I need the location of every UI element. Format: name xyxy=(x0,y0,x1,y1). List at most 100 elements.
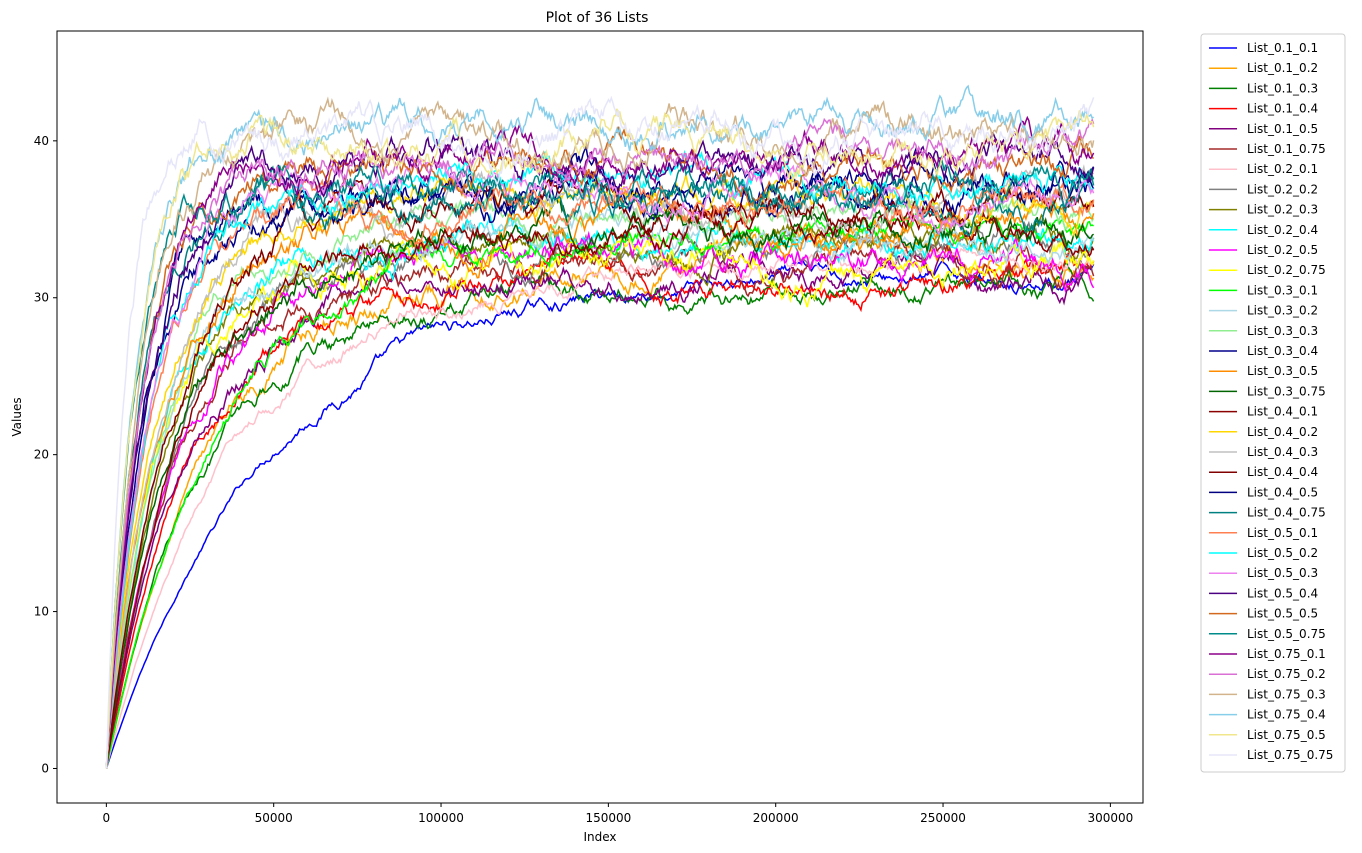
y-tick-label: 30 xyxy=(34,291,49,305)
legend-entry: List_0.4_0.75 xyxy=(1209,506,1326,520)
legend-entry: List_0.2_0.1 xyxy=(1209,162,1318,176)
legend-label: List_0.4_0.5 xyxy=(1247,485,1318,499)
legend-entry: List_0.4_0.2 xyxy=(1209,425,1318,439)
legend-frame xyxy=(1200,33,1346,773)
x-axis-ticks: 0 50000 100000 150000 200000 250000 300000 xyxy=(103,803,1133,825)
legend-entry: List_0.75_0.3 xyxy=(1209,687,1326,701)
series-line-List_0.5_0.75 xyxy=(105,155,1095,769)
series-line-List_0.2_0.1 xyxy=(105,242,1095,769)
series-line-List_0.5_0.3 xyxy=(105,156,1095,769)
y-axis-label: Values xyxy=(10,397,24,436)
legend-entry: List_0.2_0.75 xyxy=(1209,263,1326,277)
legend-entry: List_0.5_0.1 xyxy=(1209,526,1318,540)
series-line-List_0.4_0.75 xyxy=(105,165,1095,769)
legend-label: List_0.75_0.2 xyxy=(1247,667,1326,681)
x-tick-label: 250000 xyxy=(920,811,966,825)
legend-label: List_0.75_0.1 xyxy=(1247,647,1326,661)
x-tick-label: 100000 xyxy=(418,811,464,825)
legend-label: List_0.5_0.75 xyxy=(1247,627,1326,641)
y-tick-label: 40 xyxy=(34,134,49,148)
series-line-List_0.3_0.3 xyxy=(105,196,1095,769)
series-line-List_0.3_0.1 xyxy=(105,212,1094,769)
series-line-List_0.4_0.1 xyxy=(105,193,1095,769)
series-line-List_0.2_0.3 xyxy=(105,213,1095,769)
x-tick-label: 50000 xyxy=(255,811,293,825)
x-tick-label: 150000 xyxy=(585,811,631,825)
plot-area-frame xyxy=(56,30,1144,804)
series-line-List_0.75_0.3 xyxy=(105,96,1095,769)
series-lines xyxy=(105,84,1095,769)
legend-label: List_0.2_0.5 xyxy=(1247,243,1318,257)
legend-entry: List_0.5_0.75 xyxy=(1209,627,1326,641)
legend-entry: List_0.2_0.3 xyxy=(1209,203,1318,217)
legend-label: List_0.3_0.3 xyxy=(1247,324,1318,338)
series-line-List_0.1_0.75 xyxy=(105,238,1095,769)
series-line-List_0.5_0.1 xyxy=(105,176,1095,769)
series-line-List_0.75_0.5 xyxy=(105,108,1095,769)
legend-entry: List_0.3_0.4 xyxy=(1209,344,1318,358)
legend-label: List_0.2_0.2 xyxy=(1247,182,1318,196)
legend-entry: List_0.4_0.5 xyxy=(1209,485,1318,499)
legend-entry: List_0.75_0.4 xyxy=(1209,708,1326,722)
legend-entry: List_0.5_0.2 xyxy=(1209,546,1318,560)
legend-label: List_0.1_0.5 xyxy=(1247,122,1318,136)
y-axis-ticks: 0 10 20 30 40 xyxy=(34,134,57,775)
legend-label: List_0.3_0.75 xyxy=(1247,384,1326,398)
series-line-List_0.1_0.1 xyxy=(105,259,1095,769)
series-line-List_0.3_0.75 xyxy=(105,194,1095,769)
legend-entry: List_0.2_0.4 xyxy=(1209,223,1318,237)
legend-entry: List_0.75_0.75 xyxy=(1209,748,1333,762)
legend-entry: List_0.4_0.4 xyxy=(1209,465,1318,479)
y-tick-label: 10 xyxy=(34,605,49,619)
series-line-List_0.5_0.4 xyxy=(105,131,1095,769)
legend-label: List_0.3_0.4 xyxy=(1247,344,1318,358)
legend-label: List_0.3_0.1 xyxy=(1247,283,1318,297)
y-tick-label: 0 xyxy=(41,761,49,775)
legend-entry: List_0.5_0.4 xyxy=(1209,586,1318,600)
legend-label: List_0.1_0.75 xyxy=(1247,142,1326,156)
legend-label: List_0.4_0.3 xyxy=(1247,445,1318,459)
x-tick-label: 300000 xyxy=(1087,811,1133,825)
legend-entry: List_0.1_0.5 xyxy=(1209,122,1318,136)
series-line-List_0.3_0.2 xyxy=(105,207,1095,769)
legend-label: List_0.2_0.3 xyxy=(1247,203,1318,217)
legend-entry: List_0.4_0.1 xyxy=(1209,405,1318,419)
series-line-List_0.75_0.75 xyxy=(105,95,1095,769)
legend-label: List_0.5_0.4 xyxy=(1247,586,1318,600)
legend-label: List_0.5_0.1 xyxy=(1247,526,1318,540)
x-axis-label: Index xyxy=(583,830,616,844)
legend-label: List_0.1_0.4 xyxy=(1247,102,1318,116)
legend-entry: List_0.1_0.3 xyxy=(1209,81,1318,95)
legend-entry: List_0.75_0.1 xyxy=(1209,647,1326,661)
legend-label: List_0.1_0.1 xyxy=(1247,41,1318,55)
legend-label: List_0.5_0.5 xyxy=(1247,607,1318,621)
legend-label: List_0.4_0.2 xyxy=(1247,425,1318,439)
legend-entry: List_0.1_0.2 xyxy=(1209,61,1318,75)
legend-entry: List_0.2_0.2 xyxy=(1209,182,1318,196)
legend-entry: List_0.75_0.2 xyxy=(1209,667,1326,681)
legend-label: List_0.75_0.5 xyxy=(1247,728,1326,742)
legend-label: List_0.1_0.2 xyxy=(1247,61,1318,75)
series-line-List_0.1_0.3 xyxy=(105,261,1095,769)
legend-entry: List_0.3_0.1 xyxy=(1209,283,1318,297)
legend-entry: List_0.1_0.75 xyxy=(1209,142,1326,156)
legend-entry: List_0.5_0.5 xyxy=(1209,607,1318,621)
series-line-List_0.5_0.5 xyxy=(105,126,1095,769)
x-tick-label: 0 xyxy=(103,811,111,825)
series-line-List_0.1_0.4 xyxy=(105,248,1095,769)
legend-entry: List_0.3_0.3 xyxy=(1209,324,1318,338)
legend-label: List_0.75_0.75 xyxy=(1247,748,1333,762)
series-line-List_0.2_0.4 xyxy=(105,212,1095,769)
chart-title: Plot of 36 Lists xyxy=(546,10,649,26)
series-line-List_0.2_0.75 xyxy=(105,232,1095,769)
legend-label: List_0.3_0.5 xyxy=(1247,364,1318,378)
series-line-List_0.2_0.5 xyxy=(105,230,1095,769)
legend-entry: List_0.4_0.3 xyxy=(1209,445,1318,459)
legend-entry: List_0.3_0.5 xyxy=(1209,364,1318,378)
legend-entry: List_0.3_0.2 xyxy=(1209,304,1318,318)
legend-entry: List_0.3_0.75 xyxy=(1209,384,1326,398)
legend-label: List_0.2_0.4 xyxy=(1247,223,1318,237)
legend-entry: List_0.1_0.4 xyxy=(1209,102,1318,116)
y-tick-label: 20 xyxy=(34,448,49,462)
